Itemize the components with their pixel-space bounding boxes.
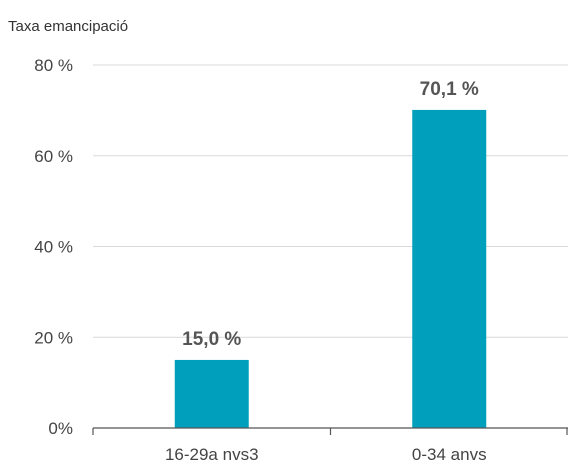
y-tick-label: 40 % xyxy=(34,238,73,257)
data-labels: 15,0 % 70,1 % xyxy=(182,79,479,350)
bar xyxy=(174,359,249,428)
bar xyxy=(412,109,487,428)
x-tick-label: 16-29a nvs3 xyxy=(165,445,259,462)
y-tick-label: 0% xyxy=(48,419,73,438)
bar-value-label: 70,1 % xyxy=(420,79,479,100)
x-axis: 16-29a nvs3 0-34 anvs xyxy=(92,427,568,462)
y-tick-label: 20 % xyxy=(34,328,73,347)
y-axis-title: Taxa emancipació xyxy=(8,18,128,35)
gridlines: 0% 20 % 40 % 60 % 80 % xyxy=(34,56,568,438)
y-tick-label: 80 % xyxy=(34,56,73,75)
bars xyxy=(174,109,487,428)
x-tick-label: 0-34 anvs xyxy=(412,445,487,462)
bar-value-label: 15,0 % xyxy=(182,329,241,350)
y-tick-label: 60 % xyxy=(34,147,73,166)
